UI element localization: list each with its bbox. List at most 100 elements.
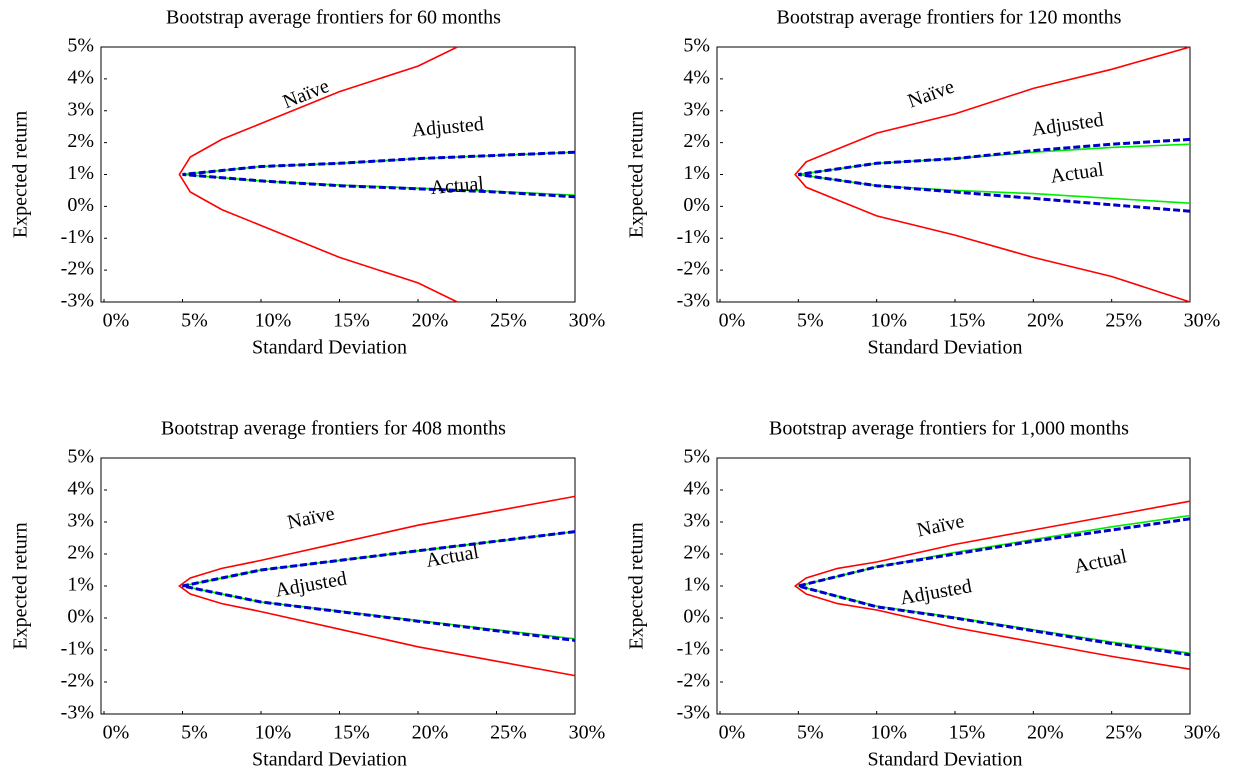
y-tick-label: 1%: [683, 574, 710, 596]
y-tick-label: 0%: [67, 606, 94, 628]
x-tick-label: 15%: [949, 310, 986, 332]
chart-title: Bootstrap average frontiers for 1,000 mo…: [769, 418, 1129, 440]
x-tick-label: 10%: [255, 722, 292, 744]
y-tick-label: 1%: [683, 162, 710, 184]
y-tick-label: 0%: [683, 194, 710, 216]
x-tick-label: 30%: [1184, 722, 1221, 744]
series-label: Naïve: [905, 76, 958, 113]
y-tick-label: 4%: [67, 478, 94, 500]
x-tick-label: 25%: [1105, 310, 1142, 332]
x-tick-label: 20%: [412, 310, 449, 332]
y-tick-label: 5%: [67, 35, 94, 57]
series-label: Actual: [424, 541, 481, 572]
y-tick-label: -2%: [61, 670, 94, 692]
frontier-line: [794, 46, 1191, 303]
x-tick-label: 30%: [569, 310, 606, 332]
x-axis-label: Standard Deviation: [868, 337, 1023, 359]
x-axis-label: Standard Deviation: [252, 337, 407, 359]
series-label: Adjusted: [1030, 109, 1105, 141]
series-label: Actual: [1072, 545, 1129, 578]
y-tick-label: 3%: [683, 98, 710, 120]
series-label: Adjusted: [898, 575, 973, 609]
y-tick-label: 3%: [683, 510, 710, 532]
x-tick-label: 15%: [333, 722, 370, 744]
y-tick-label: 5%: [683, 35, 710, 57]
y-tick-label: 3%: [67, 98, 94, 120]
y-tick-label: 2%: [67, 542, 94, 564]
frontier-line: [178, 495, 576, 677]
y-tick-label: -3%: [61, 702, 94, 724]
series-label: Actual: [1049, 158, 1105, 187]
x-tick-label: 5%: [181, 310, 208, 332]
chart-title: Bootstrap average frontiers for 120 mont…: [777, 7, 1122, 29]
series-label: Naïve: [915, 510, 966, 541]
y-tick-label: 1%: [67, 574, 94, 596]
y-tick-label: 4%: [683, 478, 710, 500]
y-axis-label: Expected return: [626, 522, 648, 649]
x-tick-label: 10%: [870, 310, 907, 332]
series-label: Actual: [430, 173, 485, 200]
y-tick-label: 2%: [67, 130, 94, 152]
y-tick-label: 0%: [67, 194, 94, 216]
chart-title: Bootstrap average frontiers for 60 month…: [166, 7, 501, 29]
frontier-line: [182, 530, 576, 642]
x-tick-label: 0%: [719, 310, 746, 332]
x-axis-label: Standard Deviation: [868, 749, 1023, 771]
y-tick-label: 3%: [67, 510, 94, 532]
x-axis-label: Standard Deviation: [252, 749, 407, 771]
x-tick-label: 15%: [333, 310, 370, 332]
y-tick-label: 0%: [683, 606, 710, 628]
y-tick-label: -3%: [61, 290, 94, 312]
y-tick-label: -3%: [677, 702, 710, 724]
plot-frame: [716, 457, 1191, 715]
x-tick-label: 30%: [569, 722, 606, 744]
chart-title: Bootstrap average frontiers for 408 mont…: [161, 418, 506, 440]
x-tick-label: 10%: [255, 310, 292, 332]
y-tick-label: 2%: [683, 542, 710, 564]
x-tick-label: 10%: [870, 722, 907, 744]
frontier-line: [182, 150, 576, 199]
frontier-line: [793, 500, 1191, 670]
x-tick-label: 5%: [797, 722, 824, 744]
y-tick-label: -1%: [61, 226, 94, 248]
y-tick-label: 5%: [683, 446, 710, 468]
x-tick-label: 0%: [103, 310, 130, 332]
frontier-line: [798, 514, 1191, 654]
plot-frame: [100, 46, 576, 303]
x-tick-label: 30%: [1184, 310, 1221, 332]
x-tick-label: 25%: [1105, 722, 1142, 744]
plot-frame: [100, 457, 576, 715]
y-tick-label: 5%: [67, 446, 94, 468]
plot-frame: [716, 46, 1191, 303]
series-label: Adjusted: [274, 568, 349, 602]
frontier-line: [182, 530, 576, 640]
y-tick-label: -2%: [677, 670, 710, 692]
x-tick-label: 0%: [103, 722, 130, 744]
y-tick-label: -1%: [677, 226, 710, 248]
frontier-line: [178, 46, 458, 303]
y-tick-label: 4%: [683, 66, 710, 88]
frontier-line: [182, 151, 576, 196]
y-tick-label: -1%: [677, 638, 710, 660]
y-tick-label: -2%: [61, 258, 94, 280]
x-tick-label: 0%: [719, 722, 746, 744]
x-tick-label: 20%: [1027, 310, 1064, 332]
y-tick-label: -2%: [677, 258, 710, 280]
frontier-line: [798, 137, 1191, 213]
y-axis-label: Expected return: [10, 111, 32, 238]
x-tick-label: 5%: [797, 310, 824, 332]
x-tick-label: 20%: [1027, 722, 1064, 744]
frontier-line: [797, 517, 1191, 657]
y-axis-label: Expected return: [10, 522, 32, 649]
y-tick-label: -1%: [61, 638, 94, 660]
x-tick-label: 20%: [412, 722, 449, 744]
y-axis-label: Expected return: [626, 111, 648, 238]
series-label: Naïve: [280, 75, 333, 113]
y-tick-label: 4%: [67, 66, 94, 88]
y-tick-label: -3%: [677, 290, 710, 312]
x-tick-label: 25%: [490, 310, 527, 332]
series-label: Adjusted: [411, 113, 485, 141]
x-tick-label: 5%: [181, 722, 208, 744]
